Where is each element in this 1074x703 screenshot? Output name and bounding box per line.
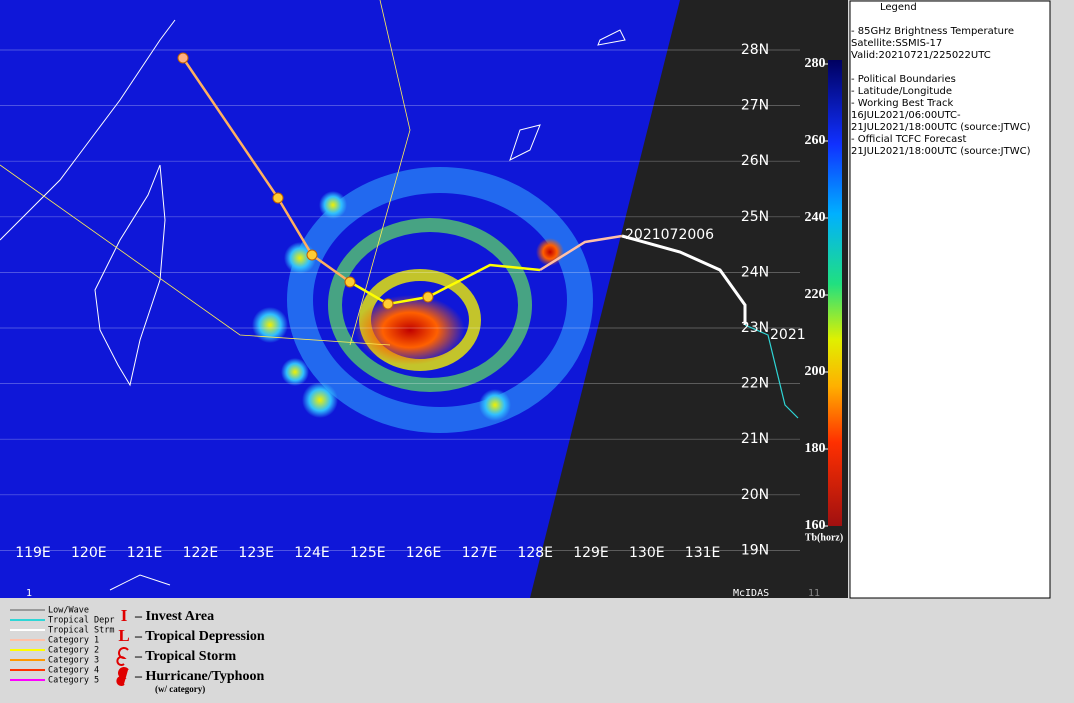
lon-label: 121E: [127, 545, 163, 561]
track-cat1: [539, 234, 623, 272]
lat-label: 27N: [741, 98, 769, 114]
lat-label: 23N: [741, 320, 769, 336]
lat-label: 25N: [741, 209, 769, 225]
track-legend-label: Category 2: [48, 646, 99, 656]
colorbar-label: 180: [805, 441, 826, 456]
footer-left: 1: [26, 588, 32, 599]
symbol: I: [121, 606, 128, 625]
legend-line: 21JUL2021/18:00UTC (source:JTWC): [851, 146, 1031, 157]
lat-label: 24N: [741, 264, 769, 280]
symbol-note: (w/ category): [155, 684, 205, 694]
lat-lon-grid: [0, 49, 800, 551]
legend-title: Legend: [880, 2, 917, 13]
lon-label: 123E: [238, 545, 274, 561]
track-legend-label: Tropical Depr: [48, 616, 115, 626]
colorbar-label: 220: [805, 287, 826, 302]
symbol-label: – Tropical Depression: [134, 629, 265, 644]
footer-source: McIDAS: [733, 588, 769, 599]
lat-label: 22N: [741, 376, 769, 392]
legend-line: - Working Best Track: [851, 98, 953, 109]
track-legend-label: Category 5: [48, 676, 99, 686]
lat-label: 20N: [741, 487, 769, 503]
legend-panel: [849, 0, 1051, 599]
legend-line: - Latitude/Longitude: [851, 86, 952, 97]
colorbar-label: 240: [805, 210, 826, 225]
colorbar-label: 260: [805, 133, 826, 148]
lon-label: 125E: [350, 545, 386, 561]
legend-line: Valid:20210721/225022UTC: [851, 50, 991, 61]
colorbar-label: 280: [805, 56, 826, 71]
track-legend-label: Low/Wave: [48, 606, 89, 616]
legend-line: Satellite:SSMIS-17: [851, 38, 942, 49]
lon-label: 119E: [15, 545, 51, 561]
colorbar-unit: Tb(horz): [805, 532, 843, 543]
colorbar-label: 160: [805, 518, 826, 533]
lon-label: 122E: [183, 545, 219, 561]
lat-label: 19N: [741, 542, 769, 558]
footer-right: 11: [808, 588, 820, 599]
political-boundaries: [0, 19, 626, 591]
track-ts: [621, 234, 747, 325]
track-early: [181, 57, 351, 284]
lon-label: 130E: [629, 545, 665, 561]
lat-label: 21N: [741, 431, 769, 447]
symbol-label: – Invest Area: [134, 609, 214, 624]
symbol: [116, 667, 129, 686]
boundary-lines: [0, 0, 411, 346]
colorbar-label: 200: [805, 364, 826, 379]
lon-label: 128E: [517, 545, 553, 561]
track-legend-label: Category 1: [48, 636, 99, 646]
lon-label: 126E: [406, 545, 442, 561]
lon-label: 129E: [573, 545, 609, 561]
storm-symbols: [177, 52, 434, 310]
track-legend-label: Tropical Strm: [48, 626, 115, 636]
lon-label: 127E: [462, 545, 498, 561]
symbol: L: [118, 626, 129, 645]
symbol: [116, 647, 129, 666]
track-label: 2021072006: [625, 227, 714, 243]
legend-line: - Political Boundaries: [851, 74, 956, 85]
colorbar: [828, 60, 842, 526]
no-data-swath: [530, 0, 848, 598]
symbol-label: – Hurricane/Typhoon: [134, 669, 264, 684]
legend-line: - Official TCFC Forecast: [851, 134, 966, 145]
track-legend-label: Category 3: [48, 656, 99, 666]
lon-label: 124E: [294, 545, 330, 561]
forecast-track: [744, 324, 799, 419]
legend-line: 16JUL2021/06:00UTC-: [851, 110, 961, 121]
track-legend-label: Category 4: [48, 666, 99, 676]
lat-label: 26N: [741, 153, 769, 169]
forecast-label: 2021: [770, 327, 806, 343]
lon-label: 131E: [685, 545, 721, 561]
lat-label: 28N: [741, 42, 769, 58]
legend-line: - 85GHz Brightness Temperature: [851, 26, 1014, 37]
lon-label: 120E: [71, 545, 107, 561]
legend-line: 21JUL2021/18:00UTC (source:JTWC): [851, 122, 1031, 133]
symbol-label: – Tropical Storm: [134, 649, 236, 664]
